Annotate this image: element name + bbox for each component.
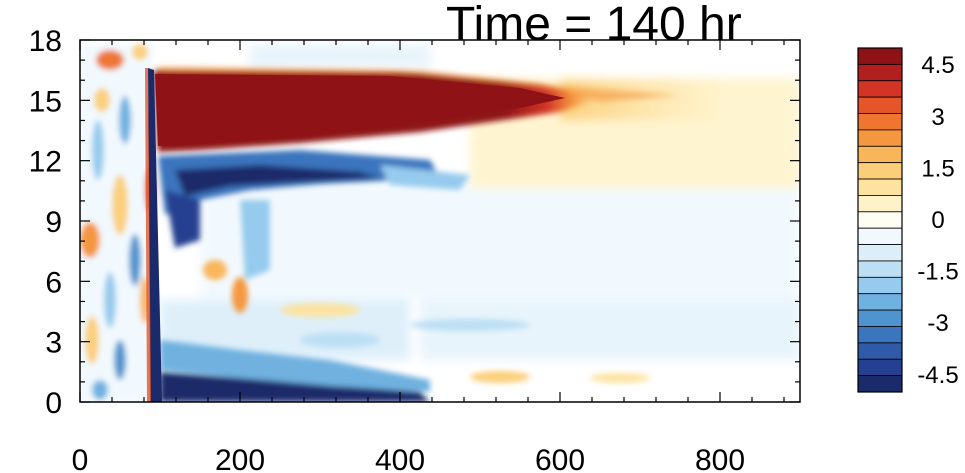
y-tick-label: 15 [29,85,62,118]
colorbar-swatch [857,113,903,131]
heatmap-field [80,40,800,402]
colorbar-swatch [857,309,903,327]
colorbar-swatch [857,96,903,114]
colorbar-swatch [857,293,903,311]
colorbar-swatch [857,276,903,295]
x-tick-label: 400 [375,444,425,473]
colorbar-frame [857,47,903,393]
colorbar-swatch [857,260,903,278]
colorbar-label: 3 [931,104,944,131]
colorbar: 4.5 3 1.5 0 -1.5 -3 -4.5 [857,47,959,393]
x-tick-label: 0 [72,444,89,473]
y-tick-label: 3 [45,327,62,360]
colorbar-swatch [857,326,903,344]
colorbar-swatch [857,244,903,262]
colorbar-swatch [857,129,903,147]
colorbar-swatch [857,178,903,196]
colorbar-swatch [857,358,903,377]
colorbar-label: -4.5 [917,362,958,389]
colorbar-swatch [857,375,903,393]
colorbar-swatch [857,162,903,180]
colorbar-swatch [857,145,903,164]
x-tick-label: 600 [535,444,585,473]
x-axis: 0 200 400 600 800 [72,40,785,473]
colorbar-label: 4.5 [921,52,954,79]
y-tick-label: 9 [45,206,62,239]
colorbar-swatch [857,63,903,82]
colorbar-label: 1.5 [921,155,954,182]
colorbar-swatch [857,47,903,65]
colorbar-label: 0 [931,207,944,234]
x-tick-label: 200 [215,444,265,473]
colorbar-swatch [857,211,903,229]
colorbar-label: -3 [927,310,948,337]
y-axis: 0 3 6 9 12 15 18 [29,25,800,420]
y-tick-label: 0 [45,387,62,420]
y-tick-label: 18 [29,25,62,58]
colorbar-swatch [857,80,903,98]
colorbar-swatch [857,342,903,360]
y-tick-label: 6 [45,266,62,299]
y-tick-label: 12 [29,146,62,179]
x-tick-label: 800 [695,444,745,473]
colorbar-label: -1.5 [917,259,958,286]
colorbar-swatch [857,227,903,245]
colorbar-swatch [857,195,903,213]
